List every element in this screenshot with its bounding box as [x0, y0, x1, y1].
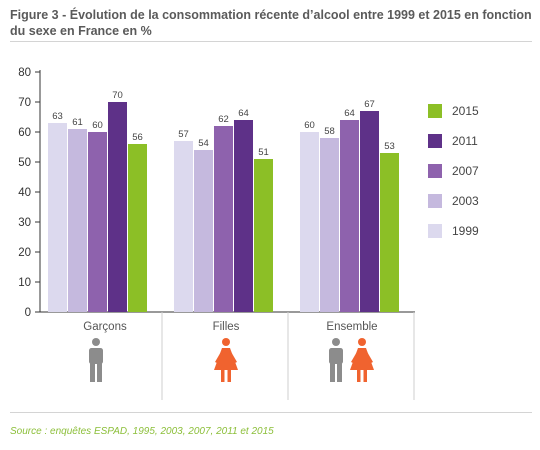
source-divider [10, 412, 532, 413]
category-label: Ensemble [326, 321, 377, 333]
value-label: 61 [72, 117, 83, 128]
y-tick-label: 80 [18, 67, 31, 79]
legend: 2015 2011 2007 2003 1999 [428, 104, 479, 238]
bar-2003 [194, 150, 213, 312]
male-person-icon [329, 338, 343, 382]
value-label: 51 [258, 147, 269, 158]
value-label: 60 [304, 120, 315, 131]
y-tick-label: 10 [18, 277, 31, 289]
y-tick-label: 30 [18, 217, 31, 229]
y-tick-label: 70 [18, 97, 31, 109]
bar-2011 [108, 102, 127, 312]
y-tick-label: 40 [18, 187, 31, 199]
bar-2003 [320, 138, 339, 312]
legend-swatch [428, 164, 442, 178]
y-tick-label: 60 [18, 127, 31, 139]
legend-label: 2011 [452, 134, 478, 148]
value-label: 67 [364, 99, 375, 110]
female-person-icon [350, 338, 374, 382]
bar-2007 [340, 120, 359, 312]
bar-2007 [88, 132, 107, 312]
legend-label: 1999 [452, 224, 479, 238]
male-person-icon [89, 338, 103, 382]
category-label: Garçons [83, 321, 127, 333]
legend-swatch [428, 134, 442, 148]
title-divider [10, 41, 532, 42]
legend-label: 2015 [452, 104, 479, 118]
value-label: 62 [218, 114, 229, 125]
value-label: 70 [112, 90, 123, 101]
bars [48, 102, 399, 312]
legend-label: 2007 [452, 164, 479, 178]
value-label: 63 [52, 111, 63, 122]
gender-icons [89, 338, 374, 382]
bar-2015 [128, 144, 147, 312]
y-axis: 0 10 20 30 40 50 60 70 80 [18, 67, 41, 319]
chart-title: Figure 3 - Évolution de la consommation … [10, 8, 532, 38]
value-label: 58 [324, 126, 335, 137]
value-label: 56 [132, 132, 143, 143]
bar-2003 [68, 129, 87, 312]
value-label: 54 [198, 138, 209, 149]
category-label: Filles [213, 321, 240, 333]
legend-swatch [428, 194, 442, 208]
y-tick-label: 20 [18, 247, 31, 259]
bar-2007 [214, 126, 233, 312]
bar-chart: 0 10 20 30 40 50 60 70 80 63 61 60 70 56 57 54 62 64 51 60… [18, 67, 479, 400]
category-labels: Garçons Filles Ensemble [83, 321, 377, 333]
source-note: Source : enquêtes ESPAD, 1995, 2003, 200… [10, 426, 274, 437]
bar-2015 [380, 153, 399, 312]
value-label: 57 [178, 129, 189, 140]
female-person-icon [214, 338, 238, 382]
bar-1999 [300, 132, 319, 312]
value-label: 60 [92, 120, 103, 131]
bar-1999 [48, 123, 67, 312]
bar-1999 [174, 141, 193, 312]
legend-swatch [428, 104, 442, 118]
legend-swatch [428, 224, 442, 238]
y-tick-label: 50 [18, 157, 31, 169]
value-labels: 63 61 60 70 56 57 54 62 64 51 60 58 64 67 53 [52, 90, 395, 158]
value-label: 64 [238, 108, 249, 119]
bar-2011 [234, 120, 253, 312]
bar-2011 [360, 111, 379, 312]
bar-2015 [254, 159, 273, 312]
legend-label: 2003 [452, 194, 479, 208]
value-label: 64 [344, 108, 355, 119]
value-label: 53 [384, 141, 395, 152]
y-tick-label: 0 [25, 307, 31, 319]
